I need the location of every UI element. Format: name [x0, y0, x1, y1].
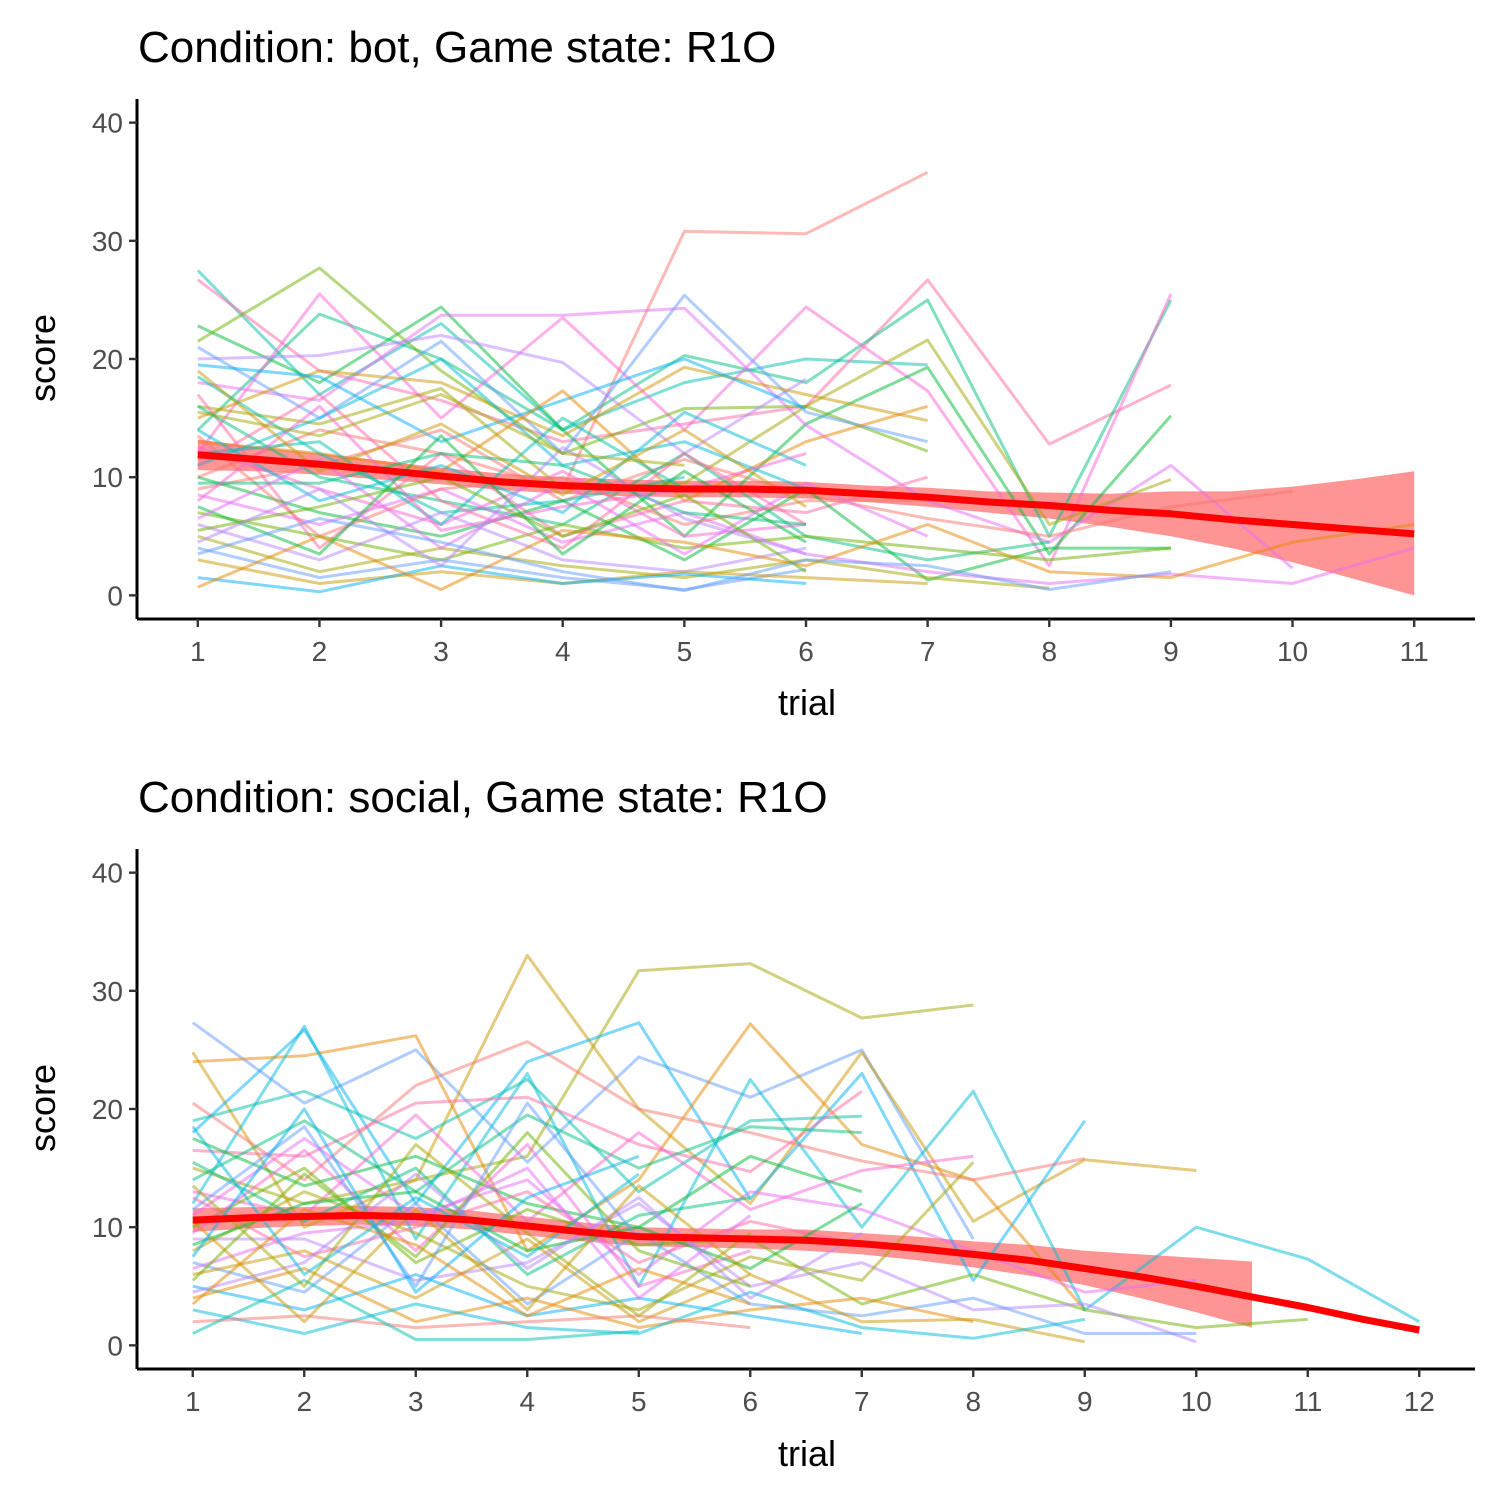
participant-line: [191, 1021, 975, 1240]
x-tick-label: 5: [677, 636, 693, 667]
participant-line: [196, 278, 1172, 446]
panel-title: Condition: social, Game state: R1O: [138, 773, 828, 822]
participant-line: [197, 357, 807, 491]
participant-line: [196, 434, 928, 538]
participant-line: [197, 416, 686, 526]
participant-line: [197, 365, 928, 438]
x-tick-label: 6: [742, 1386, 758, 1417]
participant-line: [191, 1021, 1087, 1282]
x-tick-label: 11: [1293, 1386, 1322, 1417]
participant-line: [197, 534, 1050, 590]
participant-line: [192, 1022, 1086, 1311]
participant-line: [197, 564, 807, 594]
y-axis-title: score: [22, 1064, 63, 1152]
x-tick-label: 8: [965, 1386, 981, 1417]
y-tick-label: 0: [107, 1330, 123, 1361]
participant-line: [192, 1113, 862, 1194]
x-tick-label: 4: [555, 636, 571, 667]
smooth-line: [197, 451, 1415, 538]
participant-line: [196, 369, 807, 508]
y-tick-label: 0: [107, 580, 123, 611]
y-tick-label: 40: [92, 108, 123, 139]
participant-line: [197, 523, 1415, 591]
x-tick-label: 1: [185, 1386, 201, 1417]
participant-line: [197, 393, 807, 550]
smooth-line-layer: [192, 1211, 1420, 1334]
smooth-line-layer: [197, 451, 1415, 538]
x-tick-label: 2: [296, 1386, 312, 1417]
participant-lines-layer: [191, 953, 1421, 1344]
participant-line: [191, 1184, 752, 1324]
x-axis-title: trial: [778, 1433, 836, 1474]
participant-line: [191, 1040, 1086, 1182]
participant-line: [192, 1078, 862, 1194]
participant-line: [192, 1237, 1086, 1344]
participant-line: [192, 1161, 975, 1312]
axes-layer: 0 10 20 30 40 1 2 3 4 5 6 7 8 9 10 11: [92, 99, 1475, 667]
participant-line: [197, 517, 1172, 593]
participant-line: [197, 434, 807, 556]
participant-line: [191, 1101, 640, 1288]
social-panel: Condition: social, Game state: R1O 0 10 20…: [22, 773, 1475, 1474]
participant-line: [191, 1208, 751, 1318]
x-tick-label: 9: [1163, 636, 1179, 667]
participant-lines-layer: [196, 170, 1415, 594]
participant-line: [192, 1267, 974, 1330]
participant-line: [192, 1190, 863, 1270]
x-tick-label: 2: [312, 636, 328, 667]
panel-title: Condition: bot, Game state: R1O: [138, 23, 776, 72]
participant-line: [191, 1143, 752, 1318]
participant-line: [192, 1290, 1086, 1340]
smooth-line: [192, 1211, 1420, 1334]
x-tick-label: 6: [798, 636, 814, 667]
participant-line: [197, 410, 807, 515]
y-tick-label: 20: [92, 1094, 123, 1125]
participant-line: [197, 393, 685, 467]
y-axis-title: score: [22, 314, 63, 402]
participant-line: [191, 1107, 640, 1294]
participant-line: [197, 306, 1294, 570]
x-tick-label: 8: [1041, 636, 1057, 667]
x-axis-title: trial: [778, 682, 836, 723]
participant-line: [192, 1278, 639, 1341]
x-tick-label: 3: [408, 1386, 424, 1417]
y-tick-label: 40: [92, 858, 123, 889]
y-tick-label: 20: [92, 344, 123, 375]
participant-line: [197, 338, 1172, 526]
x-tick-label: 10: [1277, 636, 1308, 667]
x-tick-label: 5: [631, 1386, 647, 1417]
x-tick-label: 1: [190, 636, 206, 667]
x-tick-label: 3: [433, 636, 449, 667]
y-tick-label: 30: [92, 226, 123, 257]
x-tick-label: 11: [1400, 636, 1429, 667]
y-tick-label: 30: [92, 976, 123, 1007]
y-tick-label: 10: [92, 462, 123, 493]
x-tick-label: 9: [1077, 1386, 1093, 1417]
participant-line: [197, 357, 807, 444]
participant-line: [192, 1172, 863, 1300]
participant-line: [192, 1190, 863, 1265]
x-tick-label: 10: [1181, 1386, 1212, 1417]
participant-line: [192, 1202, 1197, 1344]
participant-line: [192, 1090, 863, 1174]
x-tick-label: 7: [854, 1386, 870, 1417]
x-tick-label: 4: [519, 1386, 535, 1417]
participant-line: [197, 511, 807, 574]
participant-line: [197, 446, 807, 568]
participant-line: [191, 1143, 751, 1288]
y-tick-label: 10: [92, 1212, 123, 1243]
participant-line: [191, 1137, 1197, 1294]
participant-line: [192, 1314, 751, 1330]
x-tick-label: 12: [1404, 1386, 1435, 1417]
x-tick-label: 7: [920, 636, 936, 667]
bot-panel: Condition: bot, Game state: R1O 0 10 20 30 4…: [22, 23, 1475, 723]
participant-line: [196, 298, 1173, 538]
participant-line: [192, 1137, 863, 1229]
